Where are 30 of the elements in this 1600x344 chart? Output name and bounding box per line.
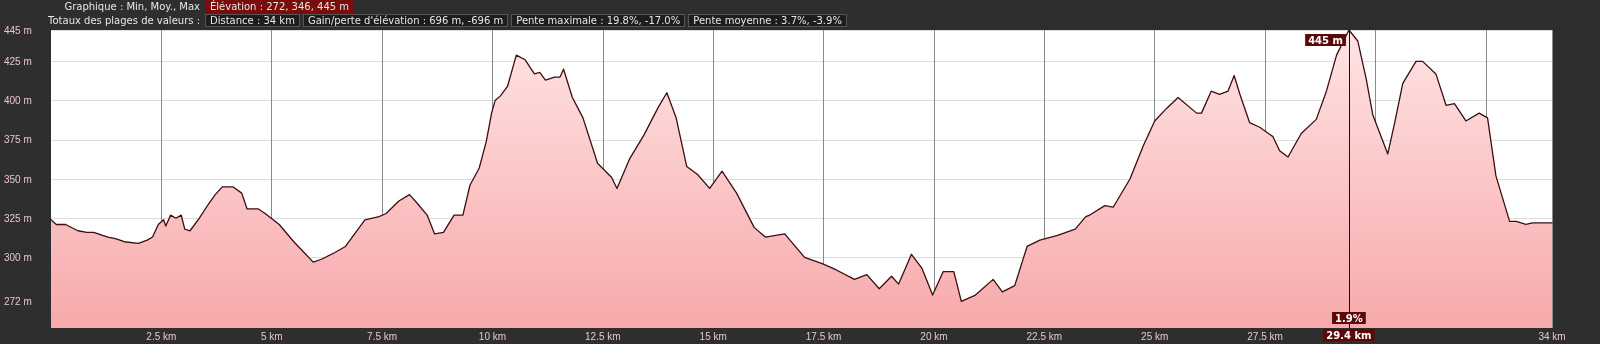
y-tick-label: 375 m: [4, 134, 32, 146]
text: Graphique : Min, Moy., Max: [63, 1, 201, 12]
y-tick-label: 325 m: [4, 212, 32, 224]
x-tick-label: 34 km: [1538, 330, 1566, 342]
x-tick-label: 7.5 km: [367, 330, 398, 342]
x-tick-label: 20 km: [920, 330, 948, 342]
y-tick-label: 300 m: [4, 251, 32, 263]
x-tick-label: 15 km: [699, 330, 727, 342]
y-tick-label: 400 m: [4, 95, 32, 107]
y-tick-label: 445 m: [4, 24, 32, 36]
text: Pente moyenne : 3.7%, -3.9%: [688, 14, 847, 27]
text: Élévation : 272, 346, 445 m: [205, 0, 355, 13]
y-tick-label: 350 m: [4, 173, 32, 185]
x-tick-label: 17.5 km: [805, 330, 842, 342]
y-tick-label: 425 m: [4, 55, 32, 67]
text: Pente maximale : 19.8%, -17.0%: [511, 14, 686, 27]
annotation: 445 m: [1308, 34, 1343, 46]
x-tick-label: 25 km: [1141, 330, 1169, 342]
x-tick-label: 10 km: [478, 330, 507, 342]
text: Distance : 34 km: [205, 14, 300, 27]
x-tick-label: 22.5 km: [1026, 330, 1063, 342]
text: Totaux des plages de valeurs :: [47, 15, 201, 26]
y-tick-label: 272 m: [4, 295, 32, 307]
annotation: 1.9%: [1335, 312, 1363, 324]
x-tick-label: 27.5 km: [1247, 330, 1283, 342]
x-tick-label: 12.5 km: [585, 330, 621, 342]
text: Gain/perte d'élévation : 696 m, -696 m: [302, 14, 509, 27]
x-tick-label: 5 km: [260, 330, 283, 342]
ref-line-label: 29.4 km: [1326, 329, 1372, 341]
x-tick-label: 2.5 km: [146, 330, 177, 342]
